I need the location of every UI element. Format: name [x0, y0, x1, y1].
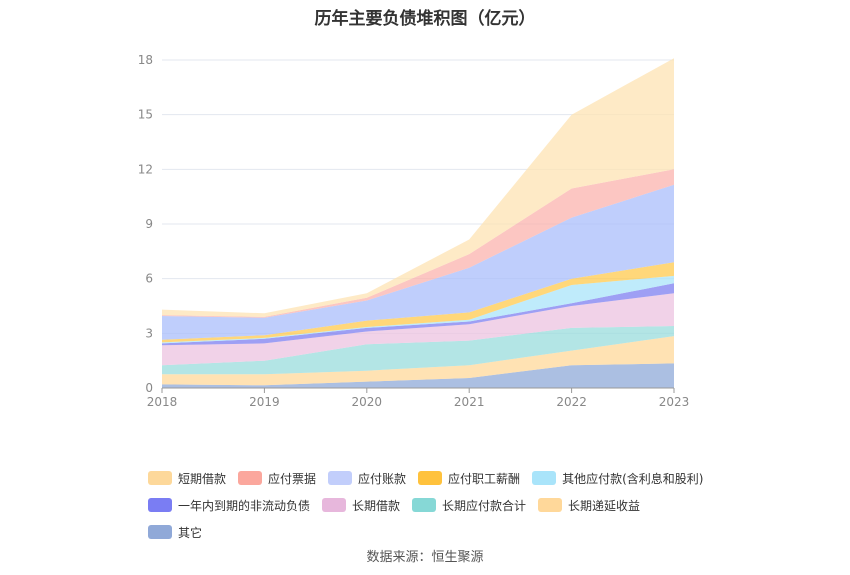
area-series-3 [162, 293, 674, 366]
legend-item[interactable]: 长期借款 [322, 497, 400, 513]
area-series-2 [162, 326, 674, 375]
area-series-5 [162, 275, 674, 344]
legend-label: 应付票据 [268, 471, 317, 486]
legend-label: 应付账款 [358, 471, 407, 486]
y-tick-label: 15 [138, 108, 153, 122]
legend-swatch [148, 471, 172, 485]
legend-label: 长期借款 [352, 498, 401, 513]
legend-item[interactable]: 短期借款 [148, 470, 226, 486]
area-series-9 [162, 58, 674, 317]
legend-label: 长期应付款合计 [442, 498, 527, 513]
x-tick-label: 2020 [352, 395, 383, 409]
legend-swatch [418, 471, 443, 485]
legend-label: 应付职工薪酬 [448, 471, 521, 486]
legend-swatch [238, 471, 263, 485]
legend-swatch [412, 498, 437, 512]
legend-swatch [532, 471, 557, 485]
legend-label: 长期递延收益 [568, 498, 641, 513]
x-tick-label: 2021 [454, 395, 485, 409]
x-tick-label: 2019 [249, 395, 280, 409]
area-series-1 [162, 336, 674, 386]
y-tick-label: 12 [138, 162, 153, 176]
legend-swatch [148, 525, 172, 539]
legend-swatch [538, 498, 563, 512]
legend-item[interactable]: 其它 [148, 524, 202, 540]
area-series-0 [162, 363, 674, 388]
x-tick-label: 2023 [659, 395, 690, 409]
y-tick-label: 9 [145, 217, 153, 231]
x-tick-label: 2022 [556, 395, 587, 409]
legend-item[interactable]: 应付职工薪酬 [418, 470, 520, 486]
y-tick-label: 6 [145, 272, 153, 286]
legend-label: 其它 [178, 525, 203, 540]
legend-swatch [322, 498, 347, 512]
legend-label: 其他应付款(含利息和股利) [562, 471, 704, 486]
legend-item[interactable]: 长期应付款合计 [412, 497, 526, 513]
legend-item[interactable]: 一年内到期的非流动负债 [148, 497, 310, 513]
legend-swatch [328, 471, 353, 485]
y-tick-label: 18 [138, 53, 153, 67]
y-tick-label: 0 [145, 381, 153, 395]
data-source-note: 数据来源：恒生聚源 [366, 550, 484, 565]
legend-swatch [148, 498, 172, 512]
y-tick-label: 3 [145, 326, 153, 340]
area-series-7 [162, 184, 674, 340]
chart-title: 历年主要负债堆积图（亿元） [314, 9, 536, 29]
legend-label: 短期借款 [178, 471, 227, 486]
legend-label: 一年内到期的非流动负债 [178, 498, 311, 513]
legend-item[interactable]: 应付票据 [238, 470, 316, 486]
legend-item[interactable]: 应付账款 [328, 470, 406, 486]
chart-legend: 短期借款 应付票据 应付账款 应付职工薪酬 其他应付款(含利息和股利) 一年内到期的非流动… [148, 470, 718, 540]
legend-item[interactable]: 长期递延收益 [538, 497, 640, 513]
area-series-8 [162, 169, 674, 318]
legend-item[interactable]: 其他应付款(含利息和股利) [532, 470, 703, 486]
x-tick-label: 2018 [147, 395, 178, 409]
